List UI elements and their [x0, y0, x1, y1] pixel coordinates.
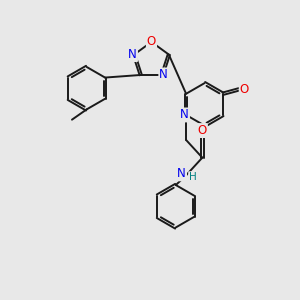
Text: N: N	[128, 48, 137, 61]
Text: N: N	[159, 68, 168, 82]
Text: N: N	[180, 109, 189, 122]
Text: O: O	[147, 35, 156, 48]
Text: O: O	[198, 124, 207, 137]
Text: O: O	[240, 83, 249, 96]
Text: H: H	[189, 172, 196, 182]
Text: N: N	[177, 167, 186, 180]
